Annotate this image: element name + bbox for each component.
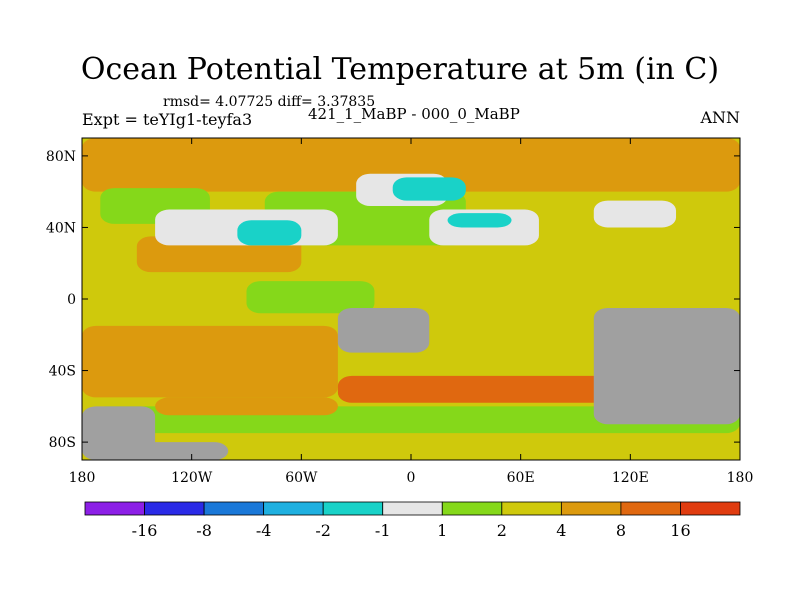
experiment-label: Expt = teYIg1-teyfa3 — [82, 110, 253, 129]
field-region — [82, 138, 740, 192]
season-label: ANN — [700, 108, 740, 127]
colorbar-label: 4 — [556, 521, 566, 540]
colorbar-label: -4 — [256, 521, 272, 540]
colorbar-label: -8 — [196, 521, 212, 540]
colorbar-swatch — [144, 501, 205, 516]
y-tick-label: 40N — [46, 220, 76, 236]
stats-label: rmsd= 4.07725 diff= 3.37835 — [163, 94, 376, 110]
field-region — [82, 325, 338, 398]
colorbar-label: -16 — [132, 521, 158, 540]
colorbar-swatch — [560, 501, 622, 516]
colorbar-swatch — [620, 501, 681, 516]
field-region — [246, 281, 375, 314]
colorbar-label: -2 — [315, 521, 331, 540]
field-region — [155, 397, 338, 416]
field-region — [82, 406, 156, 460]
colorbar-swatch — [84, 501, 145, 516]
colorbar-swatch — [203, 501, 265, 516]
colorbar-label: 8 — [616, 521, 626, 540]
colorbar-swatch — [501, 501, 562, 516]
colorbar-swatch — [263, 501, 324, 516]
x-tick-label: 180 — [69, 470, 96, 486]
map-panel — [82, 138, 740, 460]
field-region — [237, 220, 302, 246]
field-region — [337, 307, 430, 353]
field-region — [593, 200, 677, 228]
colorbar-swatch — [382, 501, 443, 516]
colorbar-swatch — [322, 501, 384, 516]
axes: 180 120W 60W 0 60E 120E 180 80N 40N 0 40S 80S — [46, 137, 754, 486]
colorbar: -16 -8 -4 -2 -1 1 2 4 8 16 — [84, 501, 741, 540]
y-tick-label: 80N — [46, 149, 76, 165]
period-label: 421_1_MaBP - 000_0_MaBP — [308, 105, 520, 123]
field-region — [136, 442, 229, 460]
field-region — [447, 213, 512, 228]
colorbar-label: 16 — [670, 521, 690, 540]
colorbar-label: 2 — [497, 521, 507, 540]
chart-title: Ocean Potential Temperature at 5m (in C) — [80, 52, 720, 87]
x-tick-label: 60W — [285, 470, 318, 486]
field-region — [337, 375, 631, 403]
y-tick-label: 0 — [67, 292, 76, 308]
x-tick-label: 120E — [612, 470, 649, 486]
y-tick-label: 80S — [49, 435, 76, 451]
colorbar-swatch — [680, 501, 741, 516]
x-tick-label: 0 — [407, 470, 416, 486]
field-region — [392, 177, 466, 201]
x-tick-label: 120W — [171, 470, 213, 486]
colorbar-label: 1 — [437, 521, 447, 540]
field-region — [593, 307, 740, 425]
x-tick-label: 180 — [727, 470, 754, 486]
colorbar-label: -1 — [375, 521, 391, 540]
x-tick-label: 60E — [507, 470, 535, 486]
y-tick-label: 40S — [49, 364, 76, 380]
colorbar-swatch — [441, 501, 503, 516]
